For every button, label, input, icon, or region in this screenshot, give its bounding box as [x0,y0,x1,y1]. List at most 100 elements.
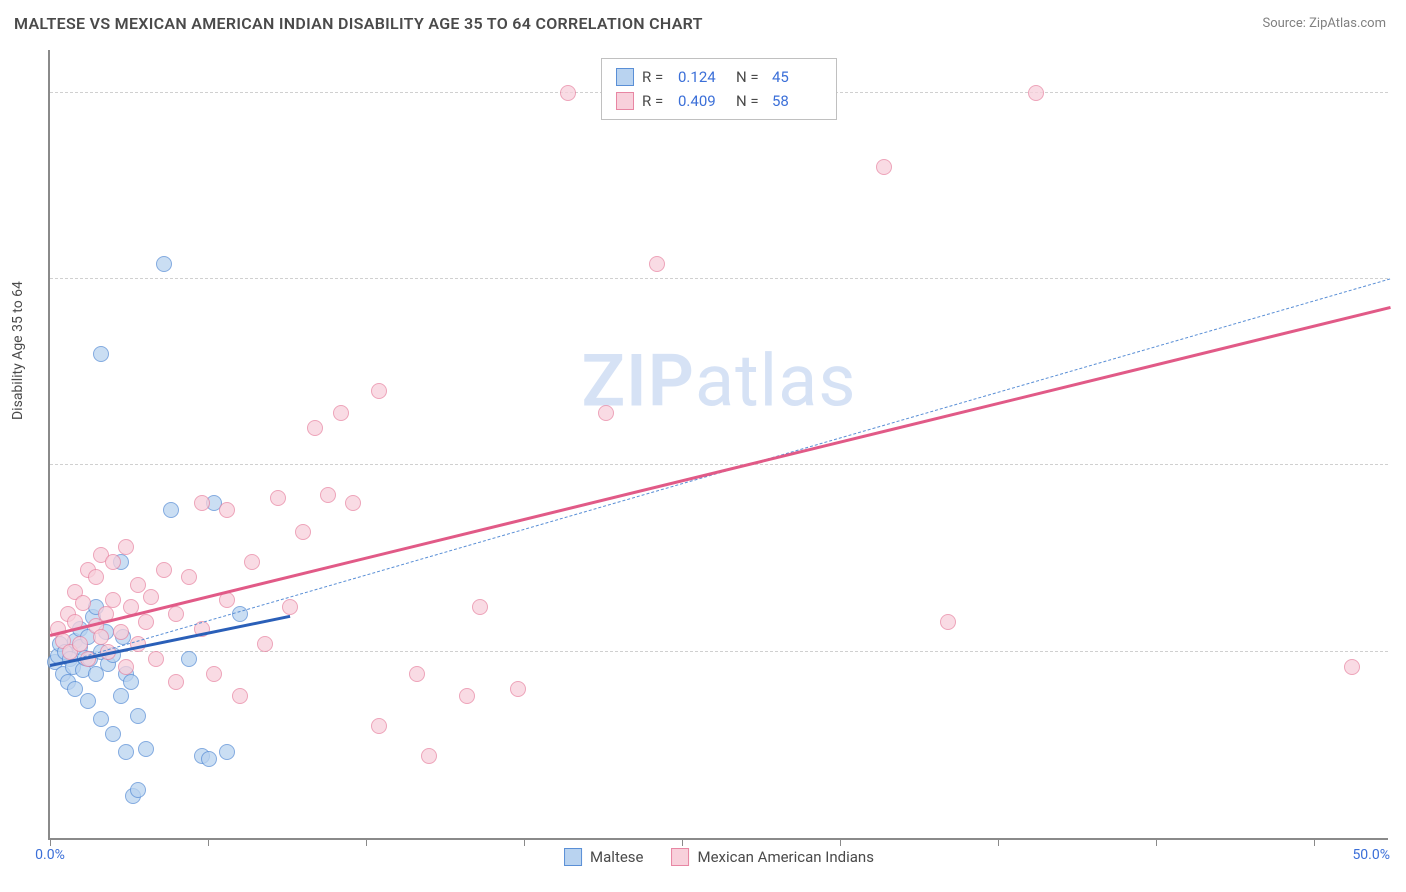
x-tick-label: 50.0% [1352,847,1390,863]
series-legend: Maltese Mexican American Indians [564,848,874,866]
data-point [118,659,134,675]
data-point [123,674,139,690]
gridline [50,651,1388,652]
data-point [270,490,286,506]
x-tick [840,838,841,846]
data-point [472,599,488,615]
data-point [113,688,129,704]
data-point [163,502,179,518]
data-point [181,569,197,585]
data-point [181,651,197,667]
legend-r-label: R = [642,65,670,89]
data-point [244,554,260,570]
x-tick [208,838,209,846]
x-tick [50,838,51,846]
data-point [371,718,387,734]
legend-n-label: N = [736,89,764,113]
data-point [105,726,121,742]
legend-r-label: R = [642,89,670,113]
x-tick [1156,838,1157,846]
legend-n-value: 45 [772,65,822,89]
legend-item: Mexican American Indians [672,848,874,866]
legend-r-value: 0.409 [678,89,728,113]
x-tick [366,838,367,846]
legend-label: Maltese [590,848,643,866]
data-point [876,159,892,175]
chart-source: Source: ZipAtlas.com [1262,16,1386,31]
data-point [113,624,129,640]
data-point [93,629,109,645]
data-point [105,592,121,608]
data-point [130,708,146,724]
data-point [371,383,387,399]
correlation-legend: R = 0.124 N = 45 R = 0.409 N = 58 [601,58,837,120]
data-point [118,539,134,555]
data-point [93,346,109,362]
data-point [194,495,210,511]
gridline [50,278,1388,279]
data-point [156,562,172,578]
data-point [130,577,146,593]
data-point [345,495,361,511]
data-point [143,589,159,605]
legend-item: Maltese [564,848,643,866]
data-point [168,606,184,622]
data-point [130,782,146,798]
data-point [201,751,217,767]
data-point [598,405,614,421]
data-point [940,614,956,630]
data-point [1344,659,1360,675]
data-point [156,256,172,272]
data-point [232,688,248,704]
scatter-chart: ZIPatlas 12.5%25.0%37.5%50.0%0.0%50.0%R … [48,50,1388,840]
data-point [282,599,298,615]
x-tick [524,838,525,846]
legend-n-value: 58 [772,89,822,113]
data-point [206,666,222,682]
x-tick-label: 0.0% [35,847,65,863]
data-point [409,666,425,682]
gridline [50,464,1388,465]
legend-swatch [616,92,634,110]
legend-swatch [616,68,634,86]
data-point [138,614,154,630]
data-point [560,85,576,101]
x-tick [998,838,999,846]
data-point [67,681,83,697]
data-point [168,674,184,690]
data-point [118,744,134,760]
chart-header: MALTESE VS MEXICAN AMERICAN INDIAN DISAB… [0,0,1406,41]
data-point [148,651,164,667]
legend-r-value: 0.124 [678,65,728,89]
chart-title: MALTESE VS MEXICAN AMERICAN INDIAN DISAB… [14,14,703,33]
data-point [510,681,526,697]
data-point [459,688,475,704]
data-point [72,636,88,652]
x-tick [682,838,683,846]
data-point [295,524,311,540]
data-point [257,636,273,652]
data-point [320,487,336,503]
x-tick [1314,838,1315,846]
data-point [219,502,235,518]
legend-label: Mexican American Indians [698,848,874,866]
data-point [138,741,154,757]
data-point [649,256,665,272]
data-point [1028,85,1044,101]
data-point [93,711,109,727]
data-point [80,693,96,709]
y-axis-label: Disability Age 35 to 64 [10,281,26,420]
legend-swatch [672,848,690,866]
legend-row: R = 0.124 N = 45 [616,65,822,89]
legend-swatch [564,848,582,866]
data-point [88,569,104,585]
data-point [307,420,323,436]
data-point [219,744,235,760]
trend-line [50,306,1391,636]
watermark: ZIPatlas [581,338,856,423]
legend-n-label: N = [736,65,764,89]
data-point [75,595,91,611]
data-point [105,554,121,570]
legend-row: R = 0.409 N = 58 [616,89,822,113]
data-point [333,405,349,421]
